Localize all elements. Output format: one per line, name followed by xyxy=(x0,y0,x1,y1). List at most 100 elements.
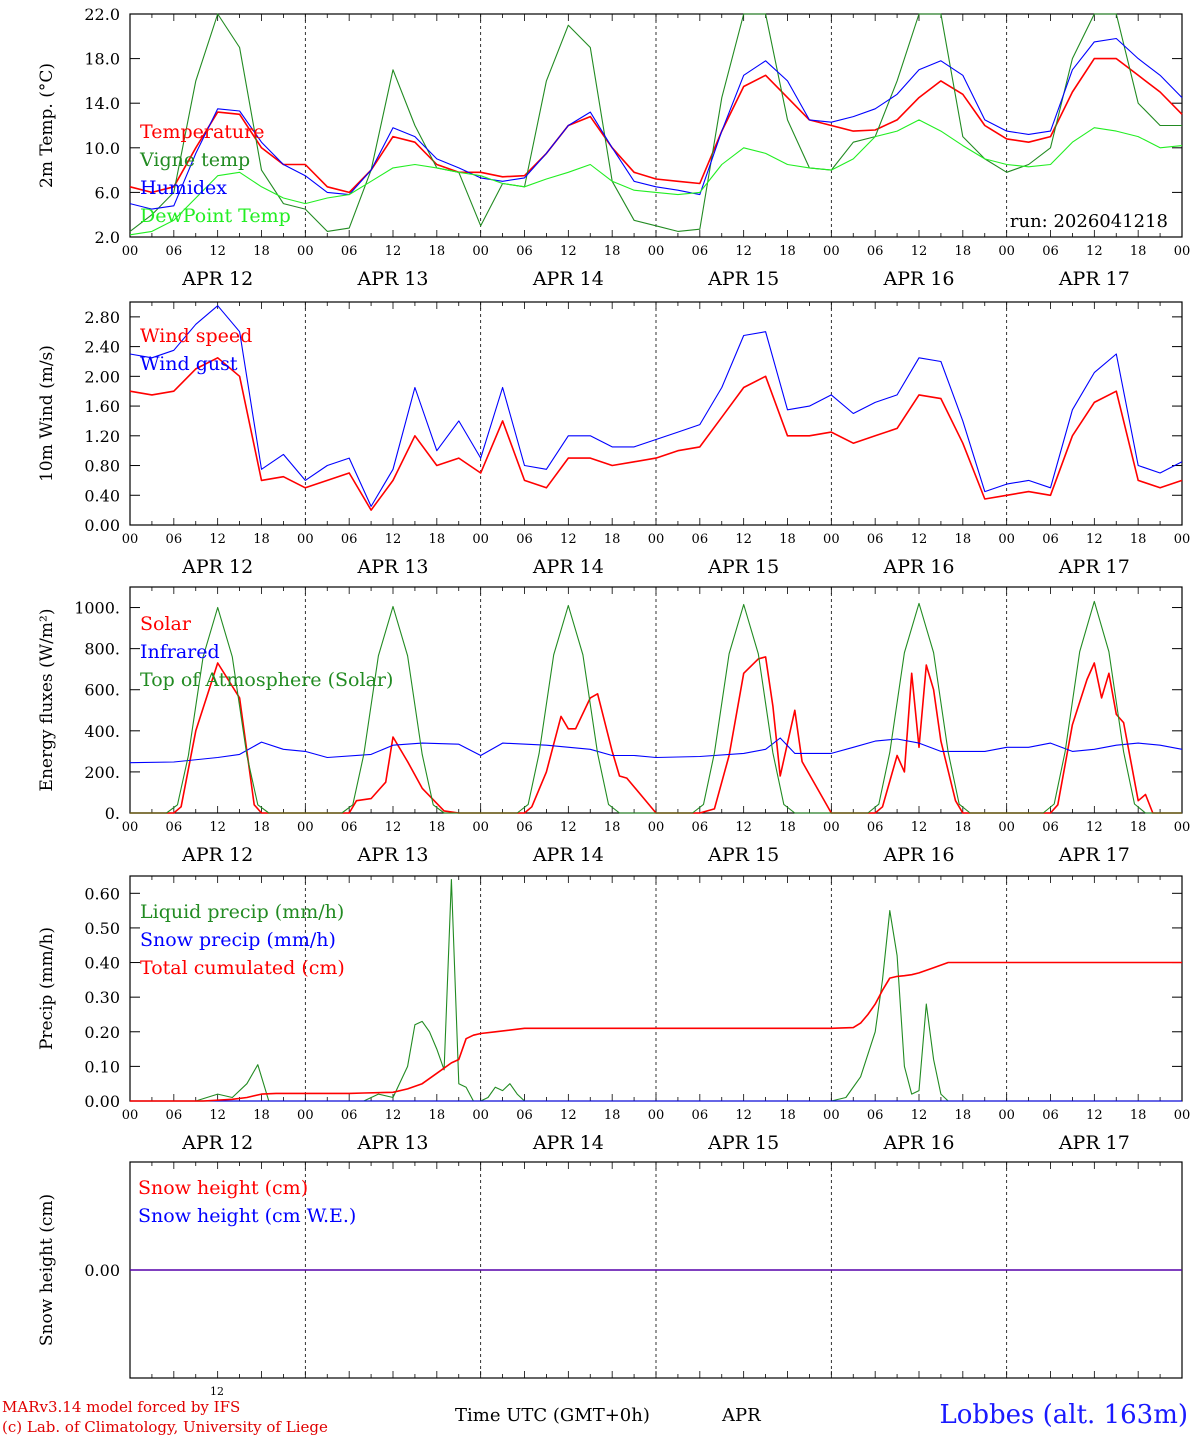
y-tick-label: 6.0 xyxy=(95,183,120,202)
x-tick-label: 18 xyxy=(604,1108,621,1123)
legend-entry: Snow height (cm) xyxy=(138,1177,308,1199)
y-tick-label: 2.00 xyxy=(84,367,120,386)
day-label: APR 14 xyxy=(532,268,604,290)
x-tick-label: 18 xyxy=(429,532,446,547)
y-tick-label: 0.00 xyxy=(84,516,120,535)
x-tick-label: 00 xyxy=(472,820,489,835)
y-tick-label: 0.40 xyxy=(84,954,120,973)
legend-entry: Snow precip (mm/h) xyxy=(140,929,336,951)
x-tick-label: 12 xyxy=(209,1108,226,1123)
x-tick-label: 00 xyxy=(823,1108,840,1123)
x-tick-label: 00 xyxy=(823,244,840,259)
x-tick-label: 18 xyxy=(429,820,446,835)
y-tick-label: 0.40 xyxy=(84,486,120,505)
x-tick-label: 12 xyxy=(735,244,752,259)
x-tick-label: 00 xyxy=(472,1108,489,1123)
month-label: APR xyxy=(722,1405,761,1426)
x-tick-label: 00 xyxy=(648,532,665,547)
series-line xyxy=(129,119,1183,236)
x-tick-label: 06 xyxy=(867,244,884,259)
x-tick-label: 06 xyxy=(692,532,709,547)
legend-entry: Vigne temp xyxy=(139,149,250,171)
day-label: APR 16 xyxy=(882,268,954,290)
x-tick-label: 00 xyxy=(823,532,840,547)
x-tick-label: 18 xyxy=(253,244,270,259)
x-tick-label: 00 xyxy=(648,820,665,835)
y-axis-label: Energy fluxes (W/m²) xyxy=(37,609,57,792)
x-tick-label: 06 xyxy=(166,532,183,547)
x-tick-label: 12 xyxy=(385,820,402,835)
x-tick-label: 06 xyxy=(867,532,884,547)
x-tick-label: 18 xyxy=(604,532,621,547)
x-tick-label: 00 xyxy=(122,532,139,547)
legend-entry: DewPoint Temp xyxy=(140,205,291,227)
y-tick-label: 0.60 xyxy=(84,884,120,903)
y-tick-label: 2.80 xyxy=(84,308,120,327)
y-tick-label: 1000. xyxy=(74,599,120,618)
series-line xyxy=(129,356,1183,511)
x-tick-label: 06 xyxy=(341,532,358,547)
day-label: APR 14 xyxy=(532,844,604,866)
y-axis-label: 2m Temp. (°C) xyxy=(37,63,57,188)
x-tick-label: 00 xyxy=(122,820,139,835)
day-label: APR 13 xyxy=(356,844,428,866)
day-label: APR 17 xyxy=(1058,268,1130,290)
x-tick-label: 12 xyxy=(385,244,402,259)
x-tick-label: 06 xyxy=(166,820,183,835)
y-tick-label: 0.00 xyxy=(84,1092,120,1111)
x-tick-label: 06 xyxy=(516,1108,533,1123)
x-tick-label: 12 xyxy=(209,244,226,259)
day-label: APR 16 xyxy=(882,556,954,578)
x-tick-label: 06 xyxy=(1042,1108,1059,1123)
y-tick-label: 0.80 xyxy=(84,457,120,476)
y-tick-label: 1.20 xyxy=(84,427,120,446)
x-tick-label: 12 xyxy=(1086,244,1103,259)
legend-entry: Infrared xyxy=(140,641,220,663)
x-tick-label: 06 xyxy=(341,244,358,259)
x-tick-label: 00 xyxy=(122,1108,139,1123)
day-label: APR 12 xyxy=(181,844,253,866)
legend-entry: Liquid precip (mm/h) xyxy=(140,901,344,923)
x-tick-label: 06 xyxy=(341,1108,358,1123)
x-tick-label: 18 xyxy=(779,1108,796,1123)
x-tick-label: 00 xyxy=(998,244,1015,259)
day-label: APR 16 xyxy=(882,1132,954,1154)
series-line xyxy=(130,656,1182,814)
x-tick-label: 06 xyxy=(1042,532,1059,547)
x-tick-label: 06 xyxy=(516,532,533,547)
y-tick-label: 0.50 xyxy=(84,919,120,938)
day-label: APR 17 xyxy=(1058,556,1130,578)
series-line xyxy=(130,961,1182,1102)
x-tick-label: 00 xyxy=(297,532,314,547)
y-tick-label: 2.40 xyxy=(84,338,120,357)
x-tick-label: 12 xyxy=(911,244,928,259)
y-tick-label: 0.10 xyxy=(84,1057,120,1076)
series-line xyxy=(129,305,1183,507)
y-tick-label: 0.00 xyxy=(84,1261,120,1280)
x-tick-label: 12 xyxy=(911,820,928,835)
x-tick-label: 12 xyxy=(1086,820,1103,835)
x-tick-label: 18 xyxy=(429,1108,446,1123)
x-tick-label: 00 xyxy=(472,244,489,259)
day-label: APR 13 xyxy=(356,556,428,578)
x-tick-label: 00 xyxy=(472,532,489,547)
run-label: run: 2026041218 xyxy=(1010,211,1168,232)
x-tick-label: 12 xyxy=(385,1108,402,1123)
x-tick-label: 00 xyxy=(297,244,314,259)
panel-frame xyxy=(129,13,1183,238)
x-tick-label: 00 xyxy=(1174,1108,1191,1123)
x-tick-label: 00 xyxy=(823,820,840,835)
x-tick-label: 12 xyxy=(735,1108,752,1123)
x-tick-label: 12 xyxy=(911,532,928,547)
x-tick-label: 18 xyxy=(604,244,621,259)
day-label: APR 15 xyxy=(707,844,779,866)
x-tick-label: 12 xyxy=(385,532,402,547)
series-line xyxy=(129,737,1183,764)
x-tick-label: 18 xyxy=(253,820,270,835)
series-line xyxy=(129,57,1183,194)
x-tick-label: 18 xyxy=(604,820,621,835)
x-tick-label: 06 xyxy=(692,820,709,835)
x-tick-label: 12 xyxy=(1086,1108,1103,1123)
x-tick-label: 00 xyxy=(648,244,665,259)
